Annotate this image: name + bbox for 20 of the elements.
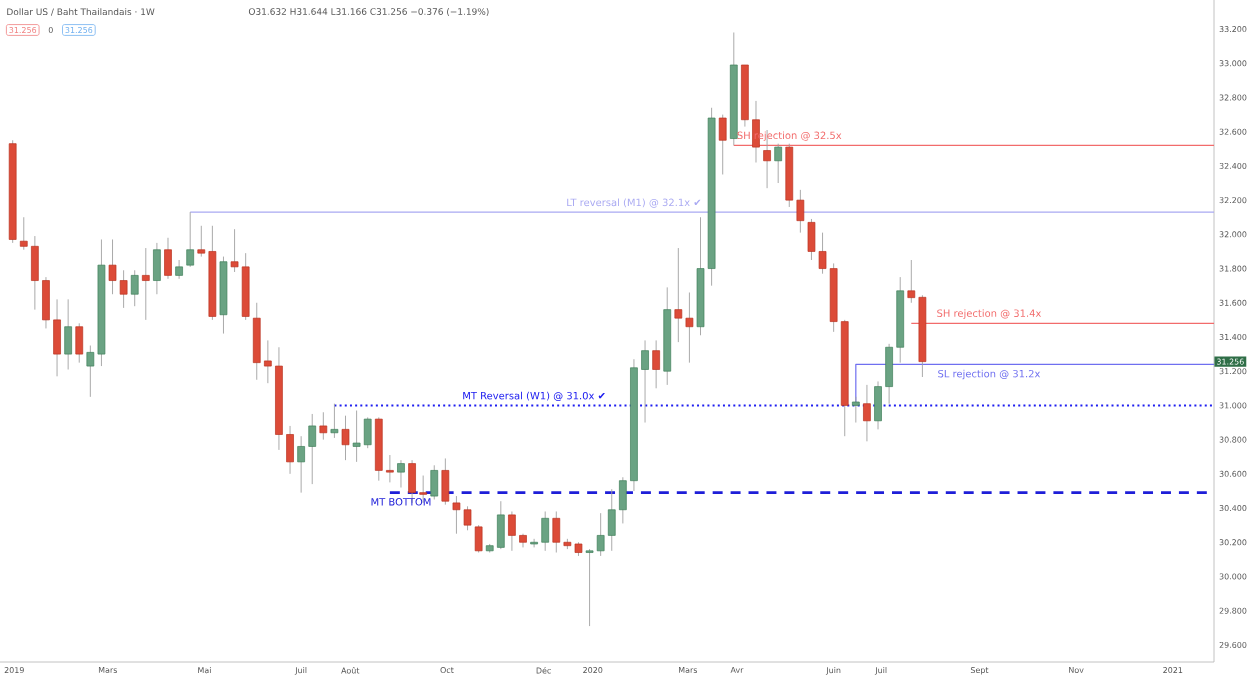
candlestick <box>319 411 328 441</box>
candlestick <box>851 396 860 423</box>
candlestick <box>130 269 139 307</box>
candlestick <box>330 403 339 439</box>
candlestick <box>75 322 84 364</box>
candlestick <box>164 237 172 280</box>
candlestick <box>441 457 450 506</box>
candlestick <box>153 242 161 295</box>
candlestick <box>774 143 783 184</box>
candlestick <box>718 114 727 175</box>
candlestick <box>175 259 183 280</box>
candlestick <box>141 247 150 321</box>
candlestick <box>863 384 871 442</box>
candlestick <box>474 524 483 553</box>
candlestick <box>397 459 405 488</box>
candlestick <box>64 298 72 370</box>
candlestick <box>341 415 350 461</box>
candlestick <box>430 464 439 500</box>
candlestick <box>652 339 660 389</box>
candlestick <box>186 211 195 268</box>
